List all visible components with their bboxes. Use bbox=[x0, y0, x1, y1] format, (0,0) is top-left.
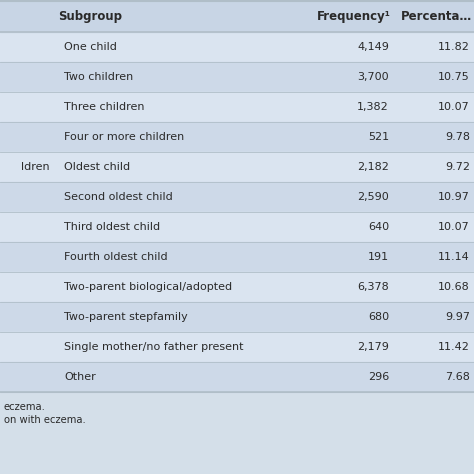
Text: 10.68: 10.68 bbox=[438, 282, 470, 292]
Text: 7.68: 7.68 bbox=[445, 372, 470, 382]
Bar bbox=[0, 152, 474, 182]
Text: Third oldest child: Third oldest child bbox=[64, 222, 160, 232]
Text: Percenta…: Percenta… bbox=[401, 9, 472, 22]
Text: Single mother/no father present: Single mother/no father present bbox=[64, 342, 244, 352]
Text: Two-parent stepfamily: Two-parent stepfamily bbox=[64, 312, 188, 322]
Text: Four or more children: Four or more children bbox=[64, 132, 184, 142]
Text: 10.07: 10.07 bbox=[438, 102, 470, 112]
Text: 6,378: 6,378 bbox=[357, 282, 389, 292]
Text: 11.14: 11.14 bbox=[438, 252, 470, 262]
Bar bbox=[0, 212, 474, 242]
Text: on with eczema.: on with eczema. bbox=[4, 415, 86, 425]
Text: 9.72: 9.72 bbox=[445, 162, 470, 172]
Text: One child: One child bbox=[64, 42, 117, 52]
Text: 640: 640 bbox=[368, 222, 389, 232]
Bar bbox=[0, 62, 474, 92]
Text: 521: 521 bbox=[368, 132, 389, 142]
Text: ldren: ldren bbox=[21, 162, 50, 172]
Text: 10.75: 10.75 bbox=[438, 72, 470, 82]
Bar bbox=[0, 0, 474, 392]
Text: eczema.: eczema. bbox=[4, 402, 46, 412]
Text: 9.78: 9.78 bbox=[445, 132, 470, 142]
Text: 1,382: 1,382 bbox=[357, 102, 389, 112]
Bar bbox=[0, 272, 474, 302]
Bar bbox=[0, 122, 474, 152]
Text: Frequency¹: Frequency¹ bbox=[317, 9, 391, 22]
Text: Fourth oldest child: Fourth oldest child bbox=[64, 252, 168, 262]
Text: Two children: Two children bbox=[64, 72, 133, 82]
Text: 9.97: 9.97 bbox=[445, 312, 470, 322]
Text: 11.82: 11.82 bbox=[438, 42, 470, 52]
Bar bbox=[0, 302, 474, 332]
Text: 2,590: 2,590 bbox=[357, 192, 389, 202]
Text: Other: Other bbox=[64, 372, 96, 382]
Text: 2,179: 2,179 bbox=[357, 342, 389, 352]
Text: Subgroup: Subgroup bbox=[58, 9, 122, 22]
Text: Two-parent biological/adopted: Two-parent biological/adopted bbox=[64, 282, 232, 292]
Bar bbox=[0, 392, 474, 474]
Bar bbox=[0, 0, 474, 32]
Bar bbox=[0, 32, 474, 62]
Text: 11.42: 11.42 bbox=[438, 342, 470, 352]
Text: 680: 680 bbox=[368, 312, 389, 322]
Bar bbox=[0, 362, 474, 392]
Text: 4,149: 4,149 bbox=[357, 42, 389, 52]
Text: Second oldest child: Second oldest child bbox=[64, 192, 173, 202]
Bar bbox=[0, 92, 474, 122]
Bar bbox=[0, 242, 474, 272]
Text: 10.07: 10.07 bbox=[438, 222, 470, 232]
Bar bbox=[0, 332, 474, 362]
Text: 10.97: 10.97 bbox=[438, 192, 470, 202]
Text: 3,700: 3,700 bbox=[357, 72, 389, 82]
Text: Three children: Three children bbox=[64, 102, 145, 112]
Text: Oldest child: Oldest child bbox=[64, 162, 130, 172]
Text: 2,182: 2,182 bbox=[357, 162, 389, 172]
Bar bbox=[0, 182, 474, 212]
Text: 191: 191 bbox=[368, 252, 389, 262]
Text: 296: 296 bbox=[368, 372, 389, 382]
